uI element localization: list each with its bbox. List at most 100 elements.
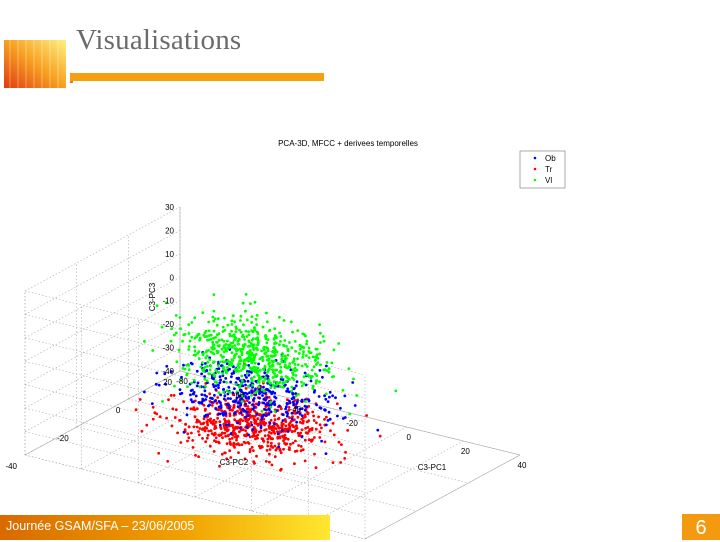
x-tick-label: -40 bbox=[290, 405, 302, 414]
data-point bbox=[307, 374, 311, 378]
data-point bbox=[181, 367, 185, 370]
data-point bbox=[234, 425, 238, 429]
data-point bbox=[263, 352, 266, 355]
data-point bbox=[271, 364, 275, 368]
data-point bbox=[217, 440, 220, 444]
data-point bbox=[229, 397, 232, 400]
z-axis-label: C3-PC3 bbox=[148, 282, 157, 311]
data-point bbox=[195, 369, 199, 373]
data-point bbox=[262, 367, 265, 371]
data-point bbox=[255, 371, 259, 375]
data-point bbox=[291, 361, 295, 364]
data-point bbox=[138, 398, 142, 401]
data-point bbox=[319, 363, 322, 367]
data-point bbox=[196, 419, 200, 423]
data-point bbox=[151, 405, 155, 409]
data-point bbox=[290, 397, 294, 401]
data-point bbox=[283, 339, 287, 342]
data-point bbox=[155, 371, 159, 375]
data-point bbox=[140, 429, 144, 433]
data-point bbox=[236, 409, 239, 413]
data-point bbox=[247, 339, 251, 343]
data-point bbox=[225, 371, 228, 375]
data-point bbox=[200, 393, 204, 396]
data-point bbox=[281, 378, 285, 382]
data-point bbox=[240, 382, 243, 385]
data-point bbox=[246, 410, 249, 414]
chart-legend: Ob Tr Vl bbox=[519, 150, 566, 189]
data-point bbox=[295, 368, 299, 372]
data-point bbox=[186, 385, 189, 388]
data-point bbox=[174, 408, 178, 412]
data-point bbox=[266, 437, 270, 441]
floor-grid-line bbox=[76, 426, 417, 512]
data-point bbox=[237, 451, 240, 454]
data-point bbox=[238, 362, 242, 366]
data-point bbox=[296, 357, 299, 361]
x-tick-label: 0 bbox=[406, 433, 411, 442]
data-point bbox=[214, 368, 218, 372]
data-point bbox=[262, 397, 266, 401]
data-point bbox=[184, 422, 188, 426]
data-point bbox=[325, 415, 328, 419]
data-point bbox=[245, 358, 249, 361]
data-point bbox=[351, 381, 355, 384]
data-point bbox=[242, 408, 246, 412]
data-point bbox=[252, 375, 256, 379]
data-point bbox=[209, 364, 213, 368]
data-point bbox=[233, 356, 236, 359]
data-point bbox=[185, 413, 189, 417]
data-point bbox=[199, 422, 203, 426]
data-point bbox=[341, 388, 345, 392]
data-point bbox=[215, 340, 218, 344]
data-point bbox=[282, 439, 285, 443]
data-point bbox=[270, 428, 274, 432]
data-point bbox=[234, 370, 238, 373]
data-point bbox=[180, 375, 183, 379]
data-point bbox=[163, 372, 167, 376]
data-point bbox=[269, 410, 273, 414]
data-point bbox=[189, 407, 193, 411]
data-point bbox=[229, 456, 233, 459]
data-point bbox=[214, 399, 217, 403]
data-point bbox=[280, 375, 283, 379]
data-point bbox=[316, 361, 320, 364]
data-point bbox=[296, 431, 300, 435]
data-point bbox=[331, 461, 335, 464]
data-point bbox=[203, 375, 207, 378]
data-point bbox=[299, 445, 303, 448]
data-point bbox=[271, 437, 274, 441]
data-point bbox=[212, 433, 216, 437]
data-point bbox=[190, 400, 194, 404]
data-point bbox=[320, 439, 323, 443]
footer-bar bbox=[0, 515, 330, 540]
data-point bbox=[281, 352, 284, 355]
data-point bbox=[219, 393, 223, 397]
data-point bbox=[265, 414, 268, 417]
data-point bbox=[243, 338, 247, 341]
data-point bbox=[284, 380, 288, 383]
data-point bbox=[194, 353, 197, 357]
data-point bbox=[276, 425, 280, 428]
data-point bbox=[200, 372, 204, 376]
data-point bbox=[327, 410, 331, 414]
page-number: 6 bbox=[695, 517, 707, 539]
x-tick-label: 20 bbox=[461, 447, 470, 456]
data-point bbox=[143, 339, 146, 343]
data-point bbox=[145, 423, 149, 427]
data-point bbox=[234, 411, 237, 414]
data-point bbox=[247, 433, 251, 437]
data-point bbox=[282, 343, 285, 347]
data-point bbox=[236, 390, 239, 394]
data-point bbox=[246, 405, 250, 408]
data-point bbox=[268, 435, 272, 438]
data-point bbox=[295, 380, 299, 384]
data-point bbox=[289, 442, 292, 446]
data-point bbox=[306, 426, 310, 429]
data-point bbox=[283, 365, 287, 369]
data-point bbox=[288, 399, 291, 403]
data-point bbox=[225, 402, 229, 406]
data-point bbox=[339, 406, 342, 410]
data-point bbox=[280, 426, 284, 430]
data-point bbox=[260, 349, 263, 353]
